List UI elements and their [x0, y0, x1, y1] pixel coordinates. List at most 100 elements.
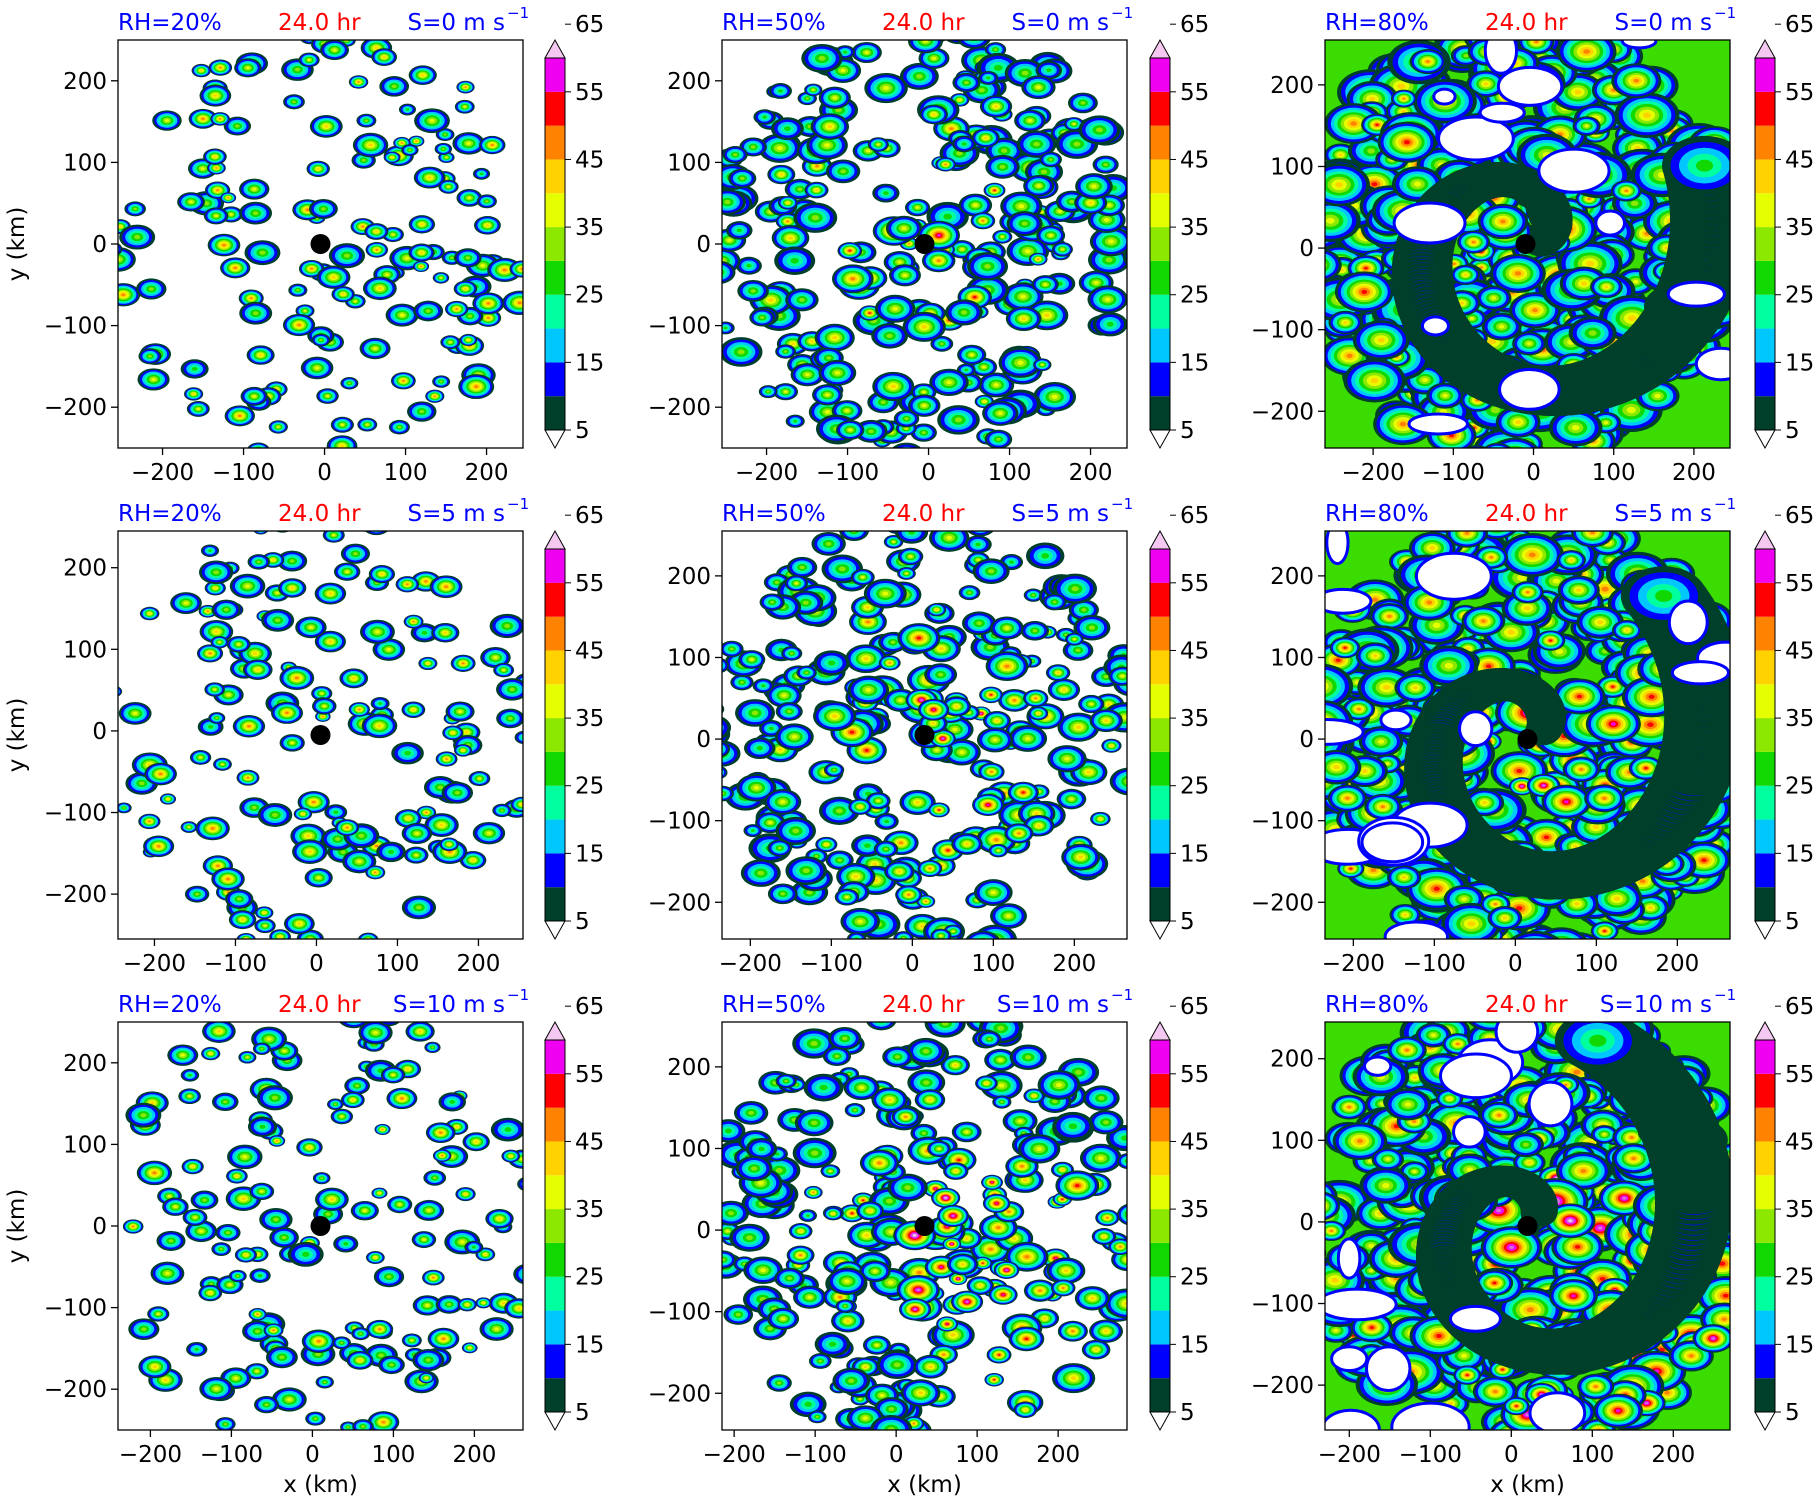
contour-cell: [385, 273, 389, 276]
contour-cell: [826, 356, 832, 360]
contour-cell: [727, 238, 732, 242]
contour-cell: [793, 419, 798, 423]
contour-cell: [259, 250, 266, 255]
contour-cell: [993, 48, 998, 51]
contour-cell: [357, 81, 360, 83]
contour-cell: [1021, 317, 1026, 321]
contour-cell: [818, 55, 826, 61]
contour-cell: [790, 257, 799, 264]
contour-cell: [832, 335, 838, 340]
contour-cell: [441, 147, 445, 150]
contour-cell: [834, 371, 841, 375]
contour-cell: [1498, 324, 1505, 329]
contour-cell: [292, 100, 296, 104]
contour-cell: [249, 297, 253, 300]
contour-cell: [517, 301, 522, 305]
contour-cell: [1000, 235, 1004, 238]
contour-cell: [1558, 37, 1562, 40]
y-tick-label: 0: [92, 232, 107, 258]
contour-cell: [1073, 141, 1081, 147]
contour-cell: [419, 409, 425, 414]
reflectivity-field: [1325, 37, 1730, 454]
contour-cell: [997, 411, 1003, 416]
colorbar-tick-label: 65: [1180, 12, 1209, 38]
y-tick-label: 0: [696, 232, 711, 258]
colorbar-band: [1150, 362, 1170, 397]
contour-cell: [779, 173, 784, 176]
contour-cell: [465, 256, 471, 260]
contour-cell: [192, 393, 195, 395]
contour-cell: [1080, 101, 1086, 105]
contour-cell: [486, 316, 490, 319]
storm-center-marker: [914, 234, 935, 254]
contour-cell: [892, 306, 899, 311]
contour-cell: [467, 196, 472, 200]
contour-cell: [722, 200, 723, 203]
contour-cell: [969, 353, 974, 357]
contour-cell: [296, 289, 300, 292]
contour-cell: [783, 350, 788, 353]
y-tick-label: 100: [63, 150, 107, 176]
x-tick-label: −100: [816, 460, 879, 486]
contour-cell: [964, 368, 969, 372]
contour-cell: [1043, 283, 1048, 286]
contour-cell: [219, 66, 222, 69]
contour-cell: [815, 165, 819, 168]
contour-cell: [843, 50, 848, 54]
contour-cell: [218, 118, 222, 120]
contour-cell: [419, 251, 424, 254]
contour-cell: [106, 246, 116, 253]
contour-cell: [716, 200, 720, 203]
contour-cell: [314, 366, 320, 370]
colorbar-tick-label: 5: [575, 418, 590, 444]
contour-cell: [824, 143, 831, 148]
contour-cell: [1044, 313, 1050, 318]
contour-cell: [121, 293, 126, 297]
contour-cell: [374, 46, 379, 50]
contour-cell: [949, 127, 954, 131]
contour-cell: [151, 377, 156, 382]
contour-cell: [133, 207, 137, 211]
contour-cell: [308, 36, 311, 38]
contour-cell: [227, 197, 230, 199]
contour-cell: [401, 379, 405, 382]
colorbar-frame: [544, 57, 566, 431]
contour-cell: [993, 189, 996, 192]
contour-cell: [848, 249, 852, 252]
contour-cell: [238, 414, 242, 417]
contour-cell: [319, 339, 323, 342]
contour-cell: [399, 313, 405, 317]
contour-cell: [936, 234, 941, 237]
colorbar-band: [1150, 396, 1170, 430]
contour-cell: [1048, 233, 1053, 237]
contour-cell: [464, 86, 467, 88]
y-tick-label: −200: [648, 395, 711, 421]
contour-cell: [1487, 338, 1497, 345]
contour-cell: [164, 119, 170, 123]
contour-cell: [993, 64, 1003, 71]
contour-cell: [964, 80, 969, 85]
contour-cell: [700, 272, 720, 286]
contour-cell: [450, 256, 454, 259]
shear-title: S=0 m s: [1011, 10, 1109, 36]
contour-cell: [316, 167, 320, 170]
colorbar-extend-bottom: [544, 429, 566, 450]
x-tick-label: 200: [465, 460, 509, 486]
contour-cell: [445, 156, 448, 159]
contour-cell: [276, 425, 280, 428]
contour-cell: [1397, 83, 1406, 90]
x-tick-label: 200: [1069, 460, 1113, 486]
contour-cell: [404, 256, 410, 260]
contour-cell: [1060, 248, 1064, 251]
colorbar-tick-label: 55: [1180, 80, 1209, 106]
contour-cell: [1139, 254, 1146, 259]
x-tick-label: 100: [384, 460, 428, 486]
contour-cell: [377, 286, 382, 290]
contour-cell: [876, 143, 880, 146]
contour-cell: [960, 310, 968, 315]
contour-cell: [768, 298, 774, 302]
contour-cell: [110, 248, 113, 250]
colorbar-tick-label: 25: [1180, 283, 1209, 309]
contour-cell: [1501, 448, 1509, 454]
contour-cell: [993, 383, 999, 387]
